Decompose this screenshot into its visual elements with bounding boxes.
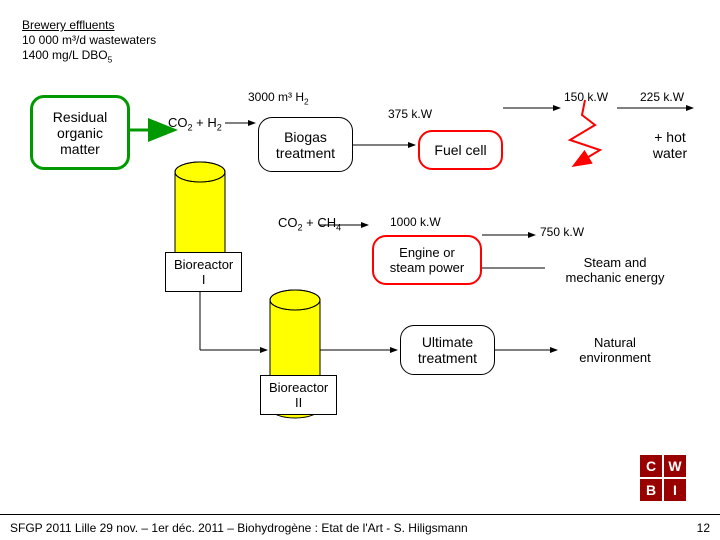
flow-kw375: 375 k.W [388,107,432,121]
flow-co2h2: CO2 + H2 [168,115,222,133]
logo-cell-I: I [664,479,686,501]
steam-box: Steam and mechanic energy [545,250,685,290]
ultimate-box: Ultimate treatment [400,325,495,375]
bioreactor2_label: Bioreactor II [260,375,337,415]
natural-box: Natural environment [560,330,670,370]
logo-cell-W: W [664,455,686,477]
logo-cell-B: B [640,479,662,501]
footer-bar: SFGP 2011 Lille 29 nov. – 1er déc. 2011 … [0,514,720,540]
flow-kw150: 150 k.W [564,90,608,104]
flow-kw750: 750 k.W [540,225,584,239]
residual-box: Residual organic matter [30,95,130,170]
engine-box: Engine or steam power [372,235,482,285]
logo-cell-C: C [640,455,662,477]
flow-m3h2: 3000 m³ H2 [248,90,309,106]
fuelcell-box: Fuel cell [418,130,503,170]
zigzag-icon [570,100,600,165]
footer-text: SFGP 2011 Lille 29 nov. – 1er déc. 2011 … [10,521,468,535]
biogas-box: Biogas treatment [258,117,353,172]
flow-co2ch4: CO2 + CH4 [278,215,341,233]
cwbi-logo: CWBI [640,455,686,501]
bioreactor1_label: Bioreactor I [165,252,242,292]
hotwater-box: + hot water [640,125,700,165]
flow-kw225: 225 k.W [640,90,684,104]
page-number: 12 [697,521,710,535]
flow-kw1000: 1000 k.W [390,215,441,229]
